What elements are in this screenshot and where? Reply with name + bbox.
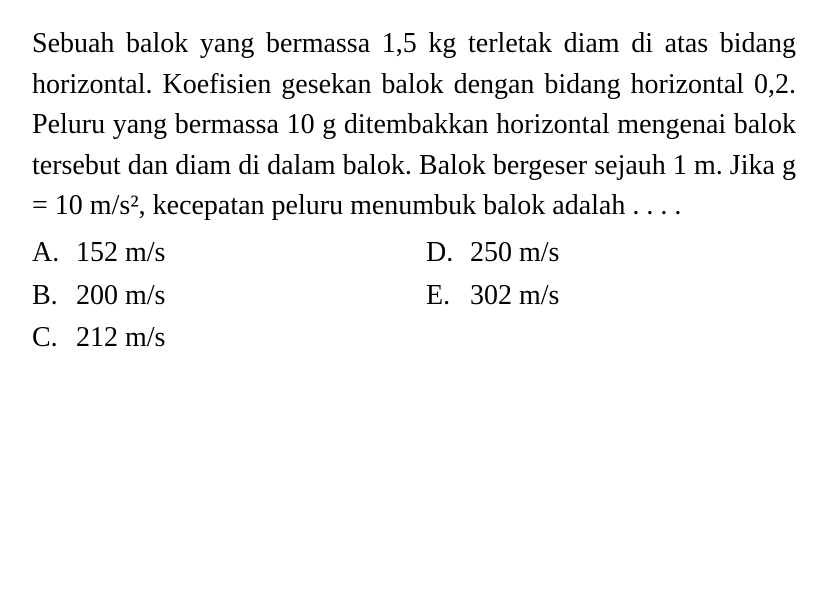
- option-e: E. 302 m/s: [426, 276, 796, 317]
- option-e-label: E.: [426, 276, 470, 317]
- option-b-label: B.: [32, 276, 76, 317]
- option-a-label: A.: [32, 233, 76, 274]
- physics-question: Sebuah balok yang bermassa 1,5 kg terlet…: [0, 0, 828, 383]
- option-a: A. 152 m/s: [32, 233, 402, 274]
- option-e-text: 302 m/s: [470, 276, 796, 317]
- option-a-text: 152 m/s: [76, 233, 402, 274]
- options-grid: A. 152 m/s D. 250 m/s B. 200 m/s E. 302 …: [32, 233, 796, 359]
- option-b-text: 200 m/s: [76, 276, 402, 317]
- option-d-text: 250 m/s: [470, 233, 796, 274]
- option-c-text: 212 m/s: [76, 318, 402, 359]
- question-text: Sebuah balok yang bermassa 1,5 kg terlet…: [32, 24, 796, 227]
- option-d-label: D.: [426, 233, 470, 274]
- option-b: B. 200 m/s: [32, 276, 402, 317]
- option-c: C. 212 m/s: [32, 318, 402, 359]
- option-d: D. 250 m/s: [426, 233, 796, 274]
- option-c-label: C.: [32, 318, 76, 359]
